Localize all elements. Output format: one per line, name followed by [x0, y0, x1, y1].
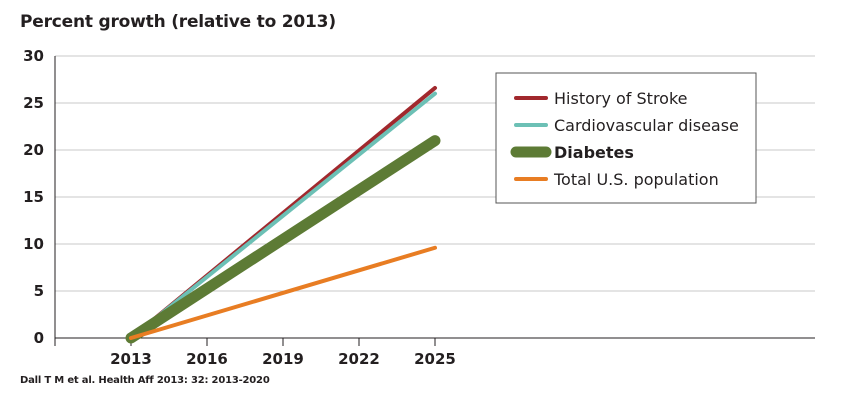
- chart-title: Percent growth (relative to 2013): [20, 12, 336, 32]
- source-note: Dall T M et al. Health Aff 2013: 32: 201…: [20, 375, 270, 386]
- series-lines: [125, 85, 441, 344]
- legend-label-1: History of Stroke: [554, 89, 688, 108]
- series-line-2: [129, 91, 437, 340]
- y-tick-label-20: 20: [23, 141, 44, 159]
- x-tick-label-2025: 2025: [414, 350, 456, 368]
- y-tick-label-25: 25: [23, 94, 44, 112]
- legend-box: [495, 72, 757, 204]
- y-tick-label-5: 5: [34, 282, 44, 300]
- y-tick-label-15: 15: [23, 188, 44, 206]
- x-tick-label-2016: 2016: [186, 350, 228, 368]
- series-line-4: [129, 245, 437, 340]
- y-tick-label-0: 0: [34, 329, 44, 347]
- legend-label-3: Diabetes: [554, 143, 634, 162]
- series-line-3: [125, 135, 441, 344]
- y-tick-label-10: 10: [23, 235, 44, 253]
- legend-label-2: Cardiovascular disease: [554, 116, 739, 135]
- legend-label-4: Total U.S. population: [553, 170, 719, 189]
- x-tick-label-2013: 2013: [110, 350, 152, 368]
- legend: History of Stroke Cardiovascular disease D…: [495, 72, 757, 204]
- y-tick-label-30: 30: [23, 47, 44, 65]
- x-tick-label-2022: 2022: [338, 350, 380, 368]
- x-tick-label-2019: 2019: [262, 350, 304, 368]
